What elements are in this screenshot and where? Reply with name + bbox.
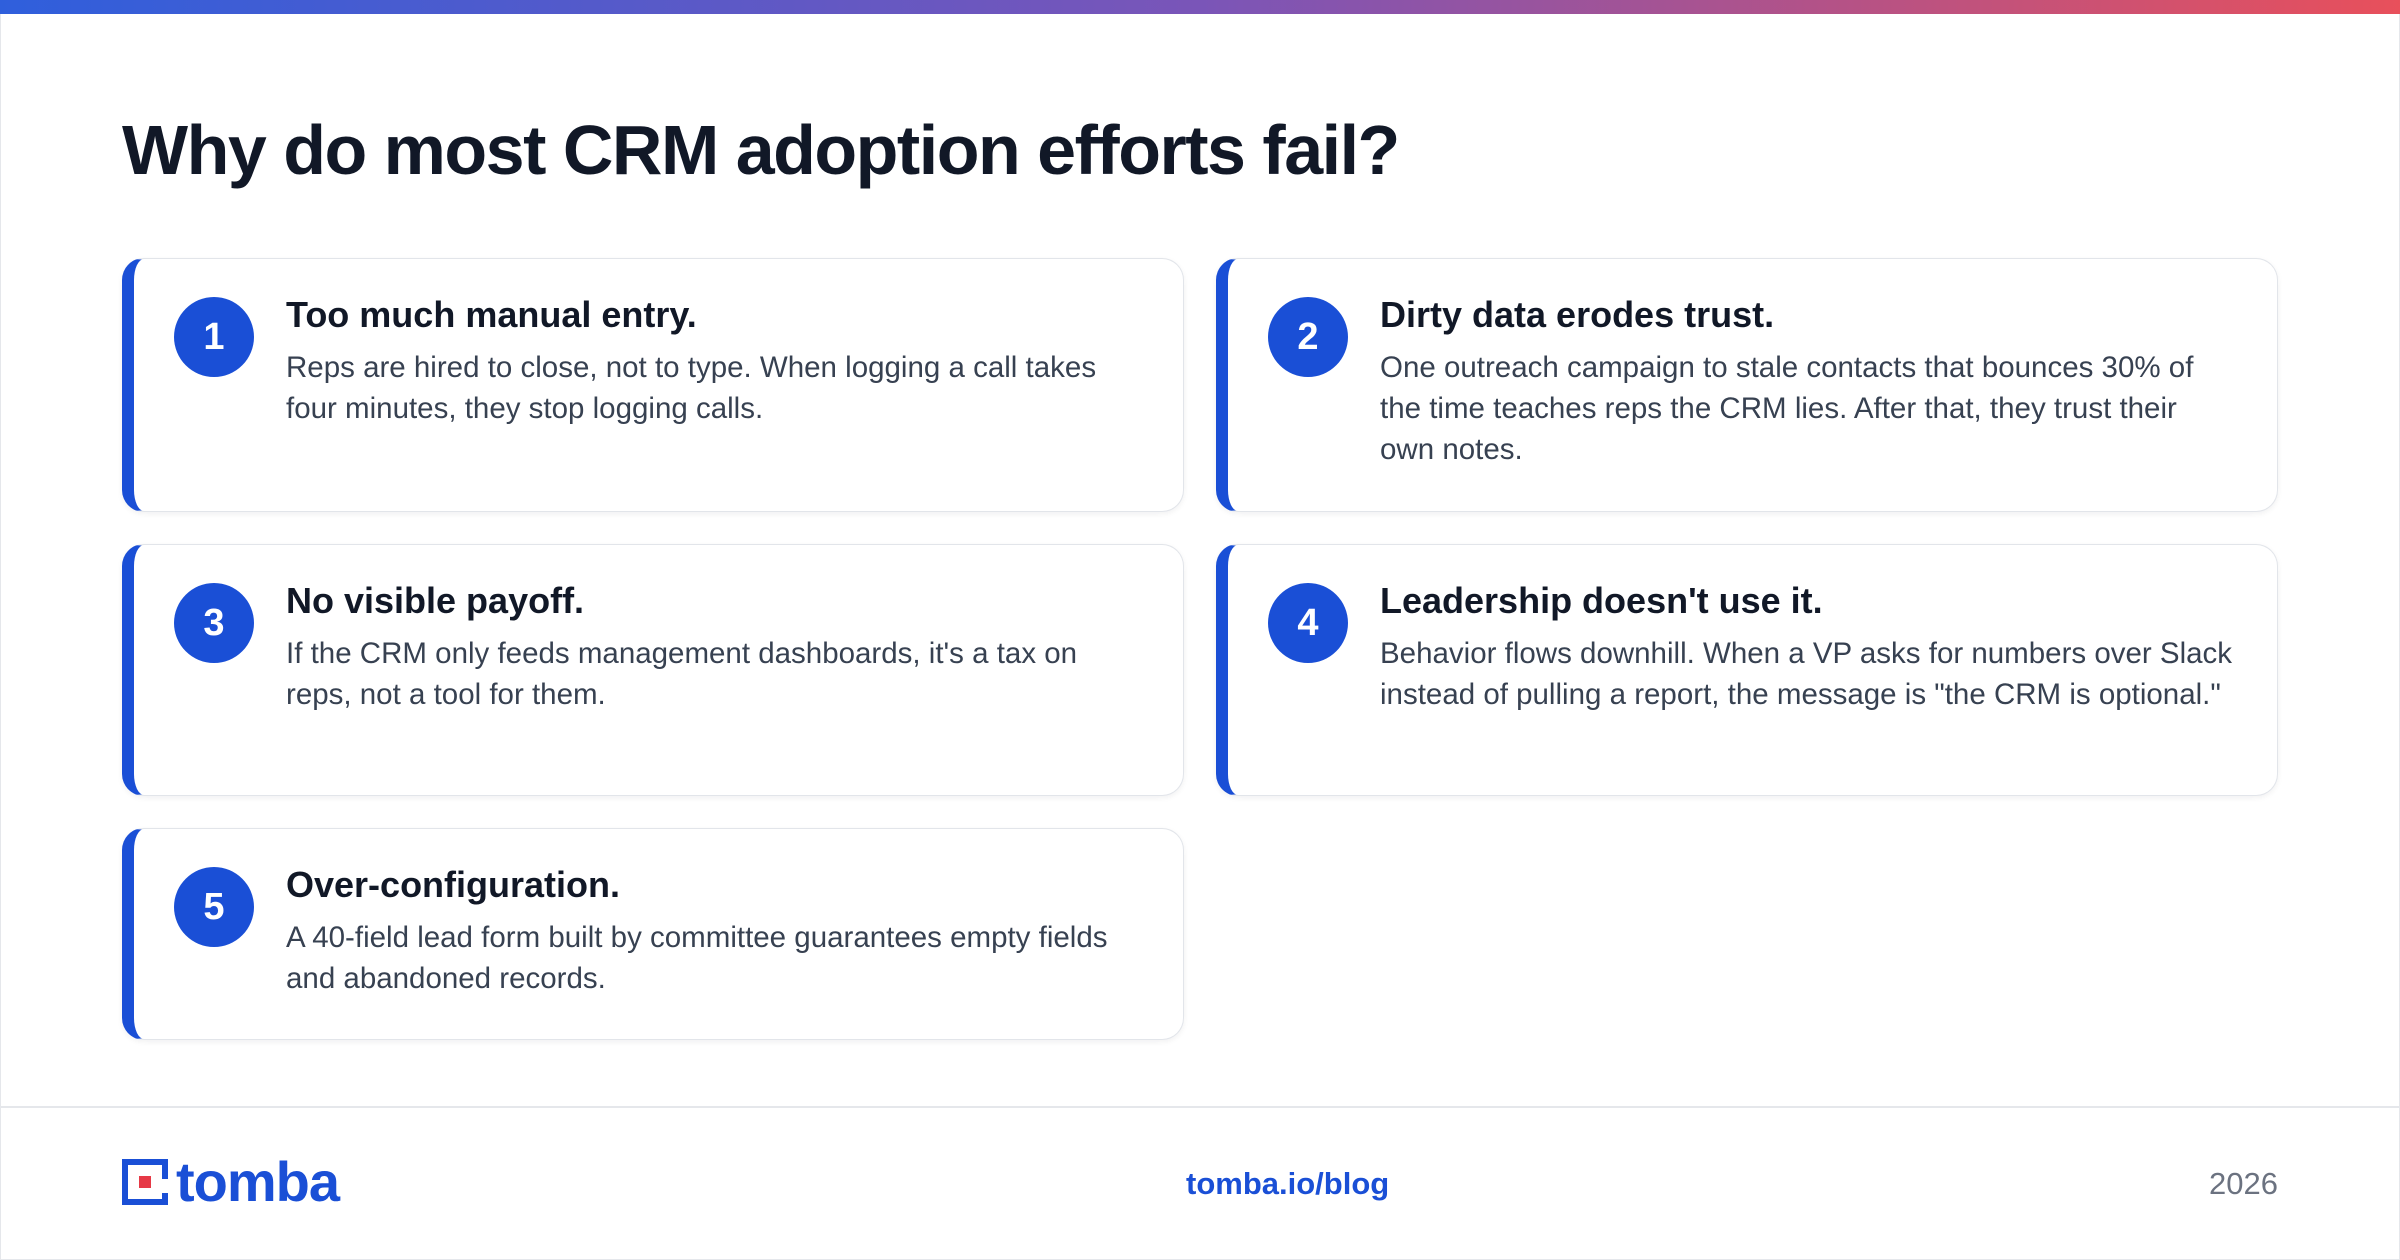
page-title: Why do most CRM adoption efforts fail? bbox=[122, 111, 1400, 189]
card-text: Dirty data erodes trust. One outreach ca… bbox=[1380, 293, 2237, 470]
reason-card-3: 3 No visible payoff. If the CRM only fee… bbox=[122, 544, 1184, 796]
card-text: Over-configuration. A 40-field lead form… bbox=[286, 863, 1143, 999]
card-body: If the CRM only feeds management dashboa… bbox=[286, 637, 1078, 711]
reason-card-1: 1 Too much manual entry. Reps are hired … bbox=[122, 258, 1184, 512]
card-title: No visible payoff. bbox=[286, 580, 585, 621]
logo-dot bbox=[139, 1176, 151, 1188]
card-body: Reps are hired to close, not to type. Wh… bbox=[286, 351, 1097, 425]
number-badge: 3 bbox=[174, 583, 254, 663]
reason-card-4: 4 Leadership doesn't use it. Behavior fl… bbox=[1216, 544, 2278, 796]
footer-divider bbox=[0, 1106, 2400, 1108]
reason-card-2: 2 Dirty data erodes trust. One outreach … bbox=[1216, 258, 2278, 512]
card-body: One outreach campaign to stale contacts … bbox=[1380, 351, 2194, 466]
tomba-logo[interactable]: tomba bbox=[122, 1150, 340, 1213]
card-text: Leadership doesn't use it. Behavior flow… bbox=[1380, 579, 2237, 715]
card-text: Too much manual entry. Reps are hired to… bbox=[286, 293, 1143, 429]
card-title: Leadership doesn't use it. bbox=[1380, 580, 1823, 621]
footer-url-link[interactable]: tomba.io/blog bbox=[1186, 1166, 1390, 1201]
logo-notch bbox=[162, 1179, 168, 1193]
card-text: No visible payoff. If the CRM only feeds… bbox=[286, 579, 1143, 715]
number-badge: 2 bbox=[1268, 297, 1348, 377]
card-body: A 40-field lead form built by committee … bbox=[286, 921, 1108, 995]
logo-wordmark: tomba bbox=[176, 1150, 340, 1213]
card-title: Dirty data erodes trust. bbox=[1380, 294, 1775, 335]
number-badge: 5 bbox=[174, 867, 254, 947]
number-badge: 1 bbox=[174, 297, 254, 377]
card-title: Too much manual entry. bbox=[286, 294, 697, 335]
tomba-logo-icon bbox=[122, 1159, 168, 1205]
number-badge: 4 bbox=[1268, 583, 1348, 663]
card-title: Over-configuration. bbox=[286, 864, 621, 905]
top-gradient-bar bbox=[0, 0, 2400, 14]
footer-year: 2026 bbox=[2209, 1166, 2278, 1201]
card-body: Behavior flows downhill. When a VP asks … bbox=[1380, 637, 2233, 711]
reasons-grid: 1 Too much manual entry. Reps are hired … bbox=[122, 258, 2278, 1040]
reason-card-5: 5 Over-configuration. A 40-field lead fo… bbox=[122, 828, 1184, 1040]
